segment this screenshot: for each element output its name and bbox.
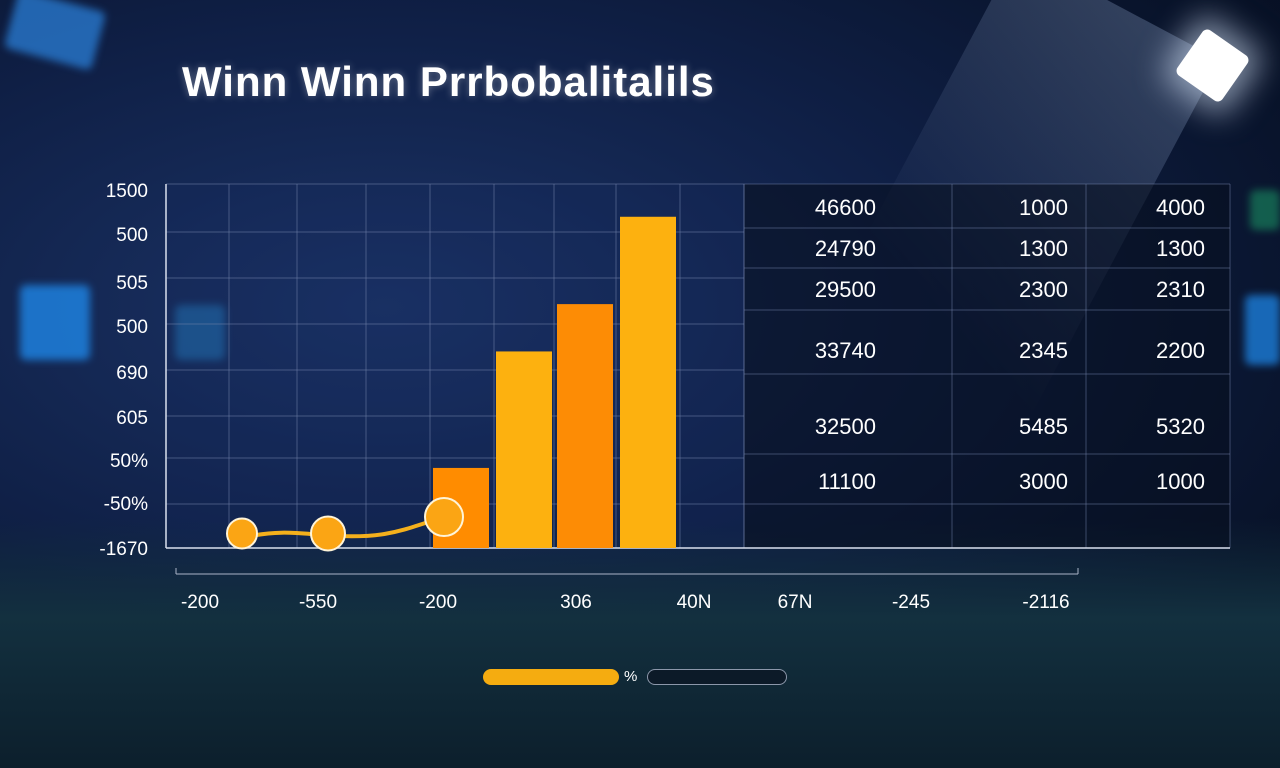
- x-tick-label: -245: [892, 592, 930, 613]
- bar: [620, 216, 676, 548]
- chart-title: Winn Winn Prrbobalitalils: [182, 58, 715, 105]
- background-light-panel: [175, 305, 225, 360]
- table-cell: 5320: [1156, 414, 1205, 439]
- background-light-panel: [20, 285, 90, 360]
- background-light-panel: [1250, 190, 1280, 230]
- table-cell: 1000: [1156, 469, 1205, 494]
- y-tick-label: 690: [116, 363, 148, 384]
- x-tick-label: -550: [299, 592, 337, 613]
- table-cell: 11100: [818, 469, 876, 494]
- x-tick-label: -200: [419, 592, 457, 613]
- table-cell: 5485: [1019, 414, 1068, 439]
- table-cell: 2200: [1156, 338, 1205, 363]
- table-cell: 2345: [1019, 338, 1068, 363]
- table-cell: 46600: [815, 195, 876, 220]
- bar: [496, 351, 552, 548]
- y-tick-label: 500: [116, 225, 148, 246]
- progress-track: [647, 669, 787, 685]
- series-marker: [424, 497, 464, 538]
- x-tick-label: 306: [560, 592, 592, 613]
- table-cell: 4000: [1156, 195, 1205, 220]
- stage-floor: [0, 518, 1280, 768]
- y-tick-label: -1670: [99, 539, 148, 560]
- y-tick-label: 1500: [106, 181, 148, 202]
- series-marker: [226, 517, 258, 550]
- table-cell: 2300: [1019, 277, 1068, 302]
- y-tick-label: 500: [116, 317, 148, 338]
- table-cell: 2310: [1156, 277, 1205, 302]
- progress-fill: [483, 669, 619, 685]
- y-tick-label: 605: [116, 408, 148, 429]
- table-cell: 29500: [815, 277, 876, 302]
- table-cell: 1300: [1019, 236, 1068, 261]
- table-cell: 32500: [815, 414, 876, 439]
- y-tick-label: -50%: [104, 494, 148, 515]
- background-light-panel: [1245, 295, 1280, 365]
- bar: [557, 304, 613, 548]
- x-tick-label: 40N: [677, 592, 712, 613]
- progress-label: %: [624, 668, 638, 685]
- table-cell: 24790: [815, 236, 876, 261]
- table-cell: 1300: [1156, 236, 1205, 261]
- y-tick-label: 505: [116, 273, 148, 294]
- table-panel: [744, 184, 1230, 548]
- table-cell: 3000: [1019, 469, 1068, 494]
- x-tick-label: -200: [181, 592, 219, 613]
- x-tick-label: 67N: [778, 592, 813, 613]
- series-marker: [310, 515, 346, 552]
- table-cell: 1000: [1019, 195, 1068, 220]
- x-tick-label: -2116: [1022, 592, 1069, 613]
- y-tick-label: 50%: [110, 451, 148, 472]
- table-cell: 33740: [815, 338, 876, 363]
